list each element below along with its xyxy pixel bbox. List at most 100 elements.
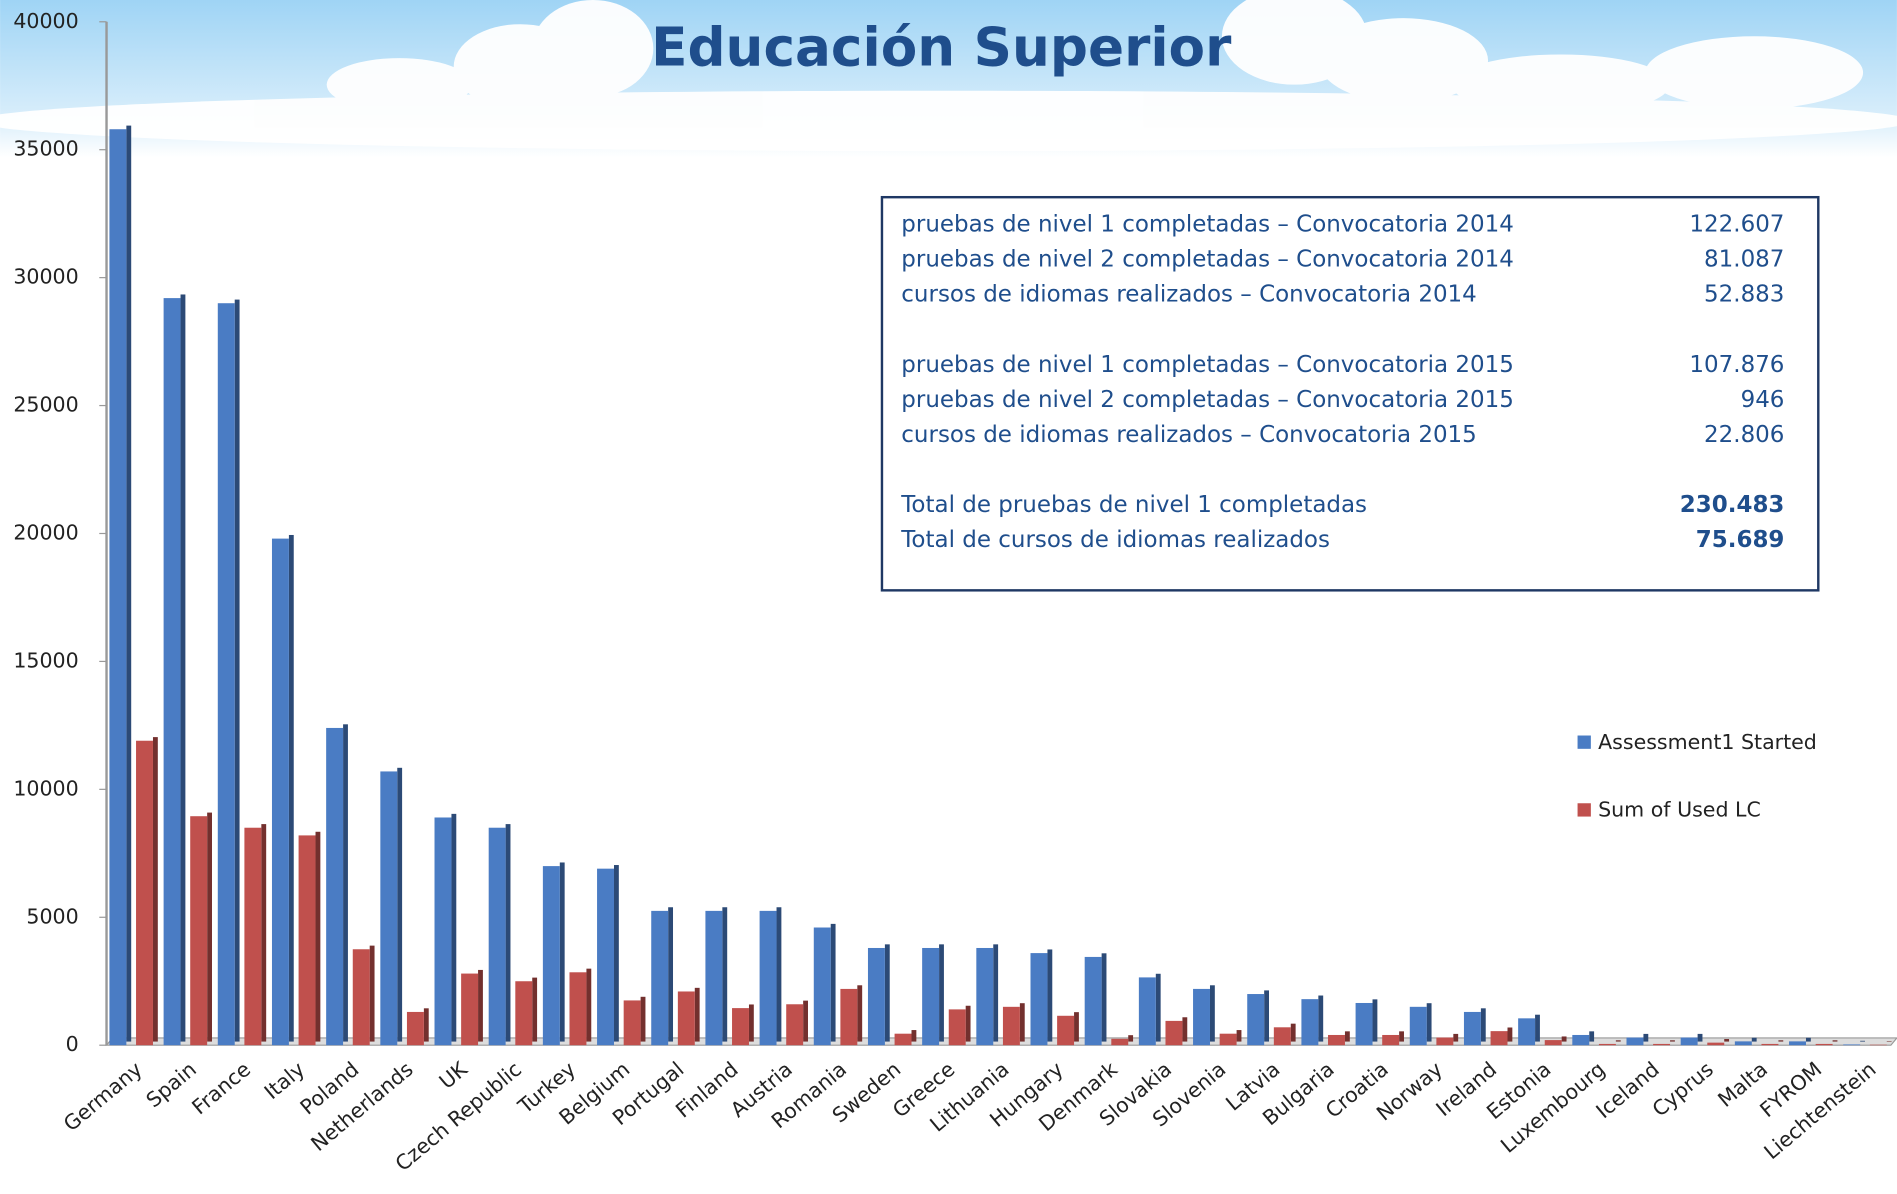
bar	[569, 972, 587, 1046]
bar-side	[1209, 985, 1215, 1042]
bar	[326, 727, 344, 1046]
bar-side	[343, 724, 348, 1042]
bar	[1463, 1011, 1481, 1046]
bar	[1084, 956, 1102, 1046]
bar	[1165, 1020, 1183, 1046]
bar	[271, 538, 289, 1046]
bar-side	[234, 299, 240, 1042]
bar	[759, 910, 777, 1046]
bar-side	[559, 862, 565, 1042]
bar	[786, 1004, 804, 1046]
bar-side	[1697, 1033, 1703, 1042]
bar	[109, 129, 127, 1046]
bar-side	[1615, 1040, 1621, 1042]
bar-side	[911, 1030, 917, 1042]
bar-side	[1778, 1040, 1784, 1042]
bar	[813, 927, 831, 1046]
bar	[1030, 953, 1048, 1046]
bar	[217, 303, 235, 1046]
info-value: 230.483	[1680, 492, 1785, 518]
bar-side	[1860, 1040, 1865, 1042]
bar	[461, 973, 479, 1046]
bar	[1734, 1041, 1752, 1046]
bar-side	[1480, 1008, 1486, 1042]
info-value: 122.607	[1689, 212, 1784, 238]
chart-title: Educación Superior	[651, 16, 1232, 78]
info-rows: pruebas de nivel 1 completadas – Convoca…	[900, 212, 1784, 554]
y-tick-label: 40000	[13, 9, 78, 33]
bar-side	[1507, 1027, 1513, 1042]
bar-side	[1047, 949, 1053, 1042]
bar-side	[993, 944, 999, 1042]
bar	[515, 981, 533, 1046]
info-value: 75.689	[1696, 527, 1785, 553]
legend-label: Assessment1 Started	[1598, 730, 1817, 754]
bar-side	[640, 996, 646, 1042]
bar	[163, 298, 181, 1046]
bar	[136, 740, 153, 1046]
bar-side	[397, 767, 403, 1042]
bar	[1328, 1034, 1345, 1046]
info-label: pruebas de nivel 2 completadas – Convoca…	[901, 387, 1514, 413]
bar	[1680, 1037, 1698, 1046]
bar	[1138, 977, 1156, 1046]
y-tick-label: 30000	[13, 265, 78, 289]
info-label: pruebas de nivel 1 completadas – Convoca…	[901, 212, 1514, 238]
bar	[1869, 1044, 1887, 1046]
bar-side	[180, 294, 186, 1042]
bar	[1219, 1033, 1237, 1046]
bar-side	[126, 125, 132, 1042]
bar-side	[505, 824, 511, 1042]
bar-side	[1344, 1031, 1350, 1042]
bar-side	[722, 907, 728, 1042]
bar-side	[288, 534, 294, 1042]
y-tick-label: 25000	[13, 393, 78, 417]
bar	[298, 835, 316, 1046]
bar-side	[1019, 1003, 1025, 1042]
bar	[976, 947, 994, 1046]
info-label: pruebas de nivel 1 completadas – Convoca…	[901, 352, 1514, 378]
bar-side	[423, 1008, 429, 1042]
bar-side	[748, 1004, 754, 1042]
bar-side	[1535, 1014, 1540, 1042]
y-tick-label: 10000	[13, 776, 78, 800]
bar	[1193, 988, 1210, 1046]
legend-label: Sum of Used LC	[1598, 798, 1761, 822]
bar	[1707, 1042, 1725, 1046]
bar	[488, 827, 506, 1046]
y-tick-label: 15000	[13, 648, 78, 672]
bar-side	[1589, 1031, 1595, 1042]
bar-side	[207, 812, 212, 1042]
bar	[1815, 1043, 1833, 1046]
legend-swatch	[1577, 803, 1591, 817]
bar-side	[1453, 1033, 1459, 1042]
bar	[1273, 1027, 1291, 1046]
bar-side	[830, 923, 836, 1042]
bar-side	[884, 944, 890, 1042]
bar	[732, 1008, 749, 1046]
bar	[1409, 1006, 1427, 1046]
bar-side	[1290, 1023, 1296, 1042]
bar-side	[1724, 1039, 1730, 1042]
bar	[922, 947, 940, 1046]
bar-side	[803, 1000, 808, 1042]
bar-side	[1236, 1030, 1242, 1042]
bar-side	[1182, 1017, 1188, 1042]
bar-side	[776, 907, 782, 1042]
bar	[1111, 1038, 1129, 1046]
bar	[597, 868, 614, 1046]
bar-side	[1318, 995, 1324, 1042]
bar-side	[1426, 1003, 1432, 1042]
y-tick-label: 20000	[13, 520, 78, 544]
bar	[1761, 1043, 1779, 1046]
info-value: 22.806	[1704, 422, 1784, 448]
bar	[380, 771, 398, 1046]
bar	[1843, 1044, 1861, 1046]
bar	[406, 1011, 424, 1046]
bar	[1247, 994, 1265, 1046]
bar-side	[1101, 953, 1107, 1042]
bar	[1355, 1002, 1373, 1046]
bar	[1301, 999, 1319, 1046]
info-value: 52.883	[1704, 282, 1784, 308]
